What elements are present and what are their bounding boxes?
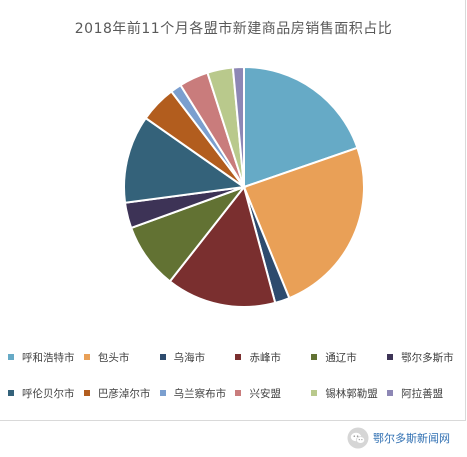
legend-label: 阿拉善盟 (401, 387, 444, 400)
legend-label: 赤峰市 (249, 351, 281, 364)
watermark-text: 鄂尔多斯新闻网 (373, 432, 450, 445)
chart-legend: 呼和浩特市 包头市 乌海市 赤峰市 通辽市 鄂尔多斯市 呼伦贝尔市 巴彦淖尔市 乌兰察布市 兴安… (8, 347, 463, 419)
legend-swatch (235, 390, 242, 396)
legend-item: 通辽市 (311, 347, 387, 367)
legend-label: 通辽市 (325, 351, 357, 364)
legend-row: 呼伦贝尔市 巴彦淖尔市 乌兰察布市 兴安盟 锡林郭勒盟 阿拉善盟 (8, 383, 463, 403)
legend-swatch (311, 354, 318, 360)
legend-item: 兴安盟 (235, 383, 311, 403)
legend-swatch (387, 354, 394, 360)
legend-item: 阿拉善盟 (387, 383, 463, 403)
pie-chart (123, 65, 365, 308)
legend-label: 巴彦淖尔市 (97, 387, 151, 400)
legend-swatch (8, 390, 14, 396)
legend-item: 乌兰察布市 (159, 383, 236, 403)
legend-item: 呼和浩特市 (8, 347, 84, 367)
legend-label: 兴安盟 (249, 387, 281, 400)
legend-label: 锡林郭勒盟 (325, 387, 378, 400)
legend-label: 乌海市 (173, 351, 206, 364)
legend-swatch (159, 390, 166, 396)
legend-swatch (387, 390, 394, 396)
legend-item: 锡林郭勒盟 (311, 383, 387, 403)
chart-frame (0, 0, 466, 421)
legend-item: 包头市 (83, 347, 160, 367)
legend-swatch (83, 354, 90, 360)
legend-swatch (83, 390, 90, 396)
pie-slice-11 (231, 65, 245, 188)
wechat-icon (347, 427, 369, 449)
legend-label: 包头市 (97, 351, 130, 364)
legend-label: 呼和浩特市 (22, 351, 75, 364)
watermark: 鄂尔多斯新闻网 (347, 425, 450, 451)
legend-label: 呼伦贝尔市 (22, 387, 75, 400)
legend-label: 乌兰察布市 (173, 387, 227, 400)
pie-slice-3 (168, 184, 277, 308)
legend-label: 鄂尔多斯市 (401, 351, 454, 364)
legend-item: 鄂尔多斯市 (387, 347, 463, 367)
chart-title: 2018年前11个月各盟市新建商品房销售面积占比 (74, 21, 393, 37)
legend-swatch (159, 354, 166, 360)
pie-slice-6 (123, 116, 247, 204)
legend-swatch (311, 390, 318, 396)
legend-item: 乌海市 (159, 347, 236, 367)
legend-swatch (8, 354, 14, 360)
legend-swatch (235, 354, 242, 360)
legend-item: 巴彦淖尔市 (83, 383, 160, 403)
legend-item: 赤峰市 (235, 347, 311, 367)
legend-row: 呼和浩特市 包头市 乌海市 赤峰市 通辽市 鄂尔多斯市 (8, 347, 463, 367)
legend-item: 呼伦贝尔市 (8, 383, 84, 403)
